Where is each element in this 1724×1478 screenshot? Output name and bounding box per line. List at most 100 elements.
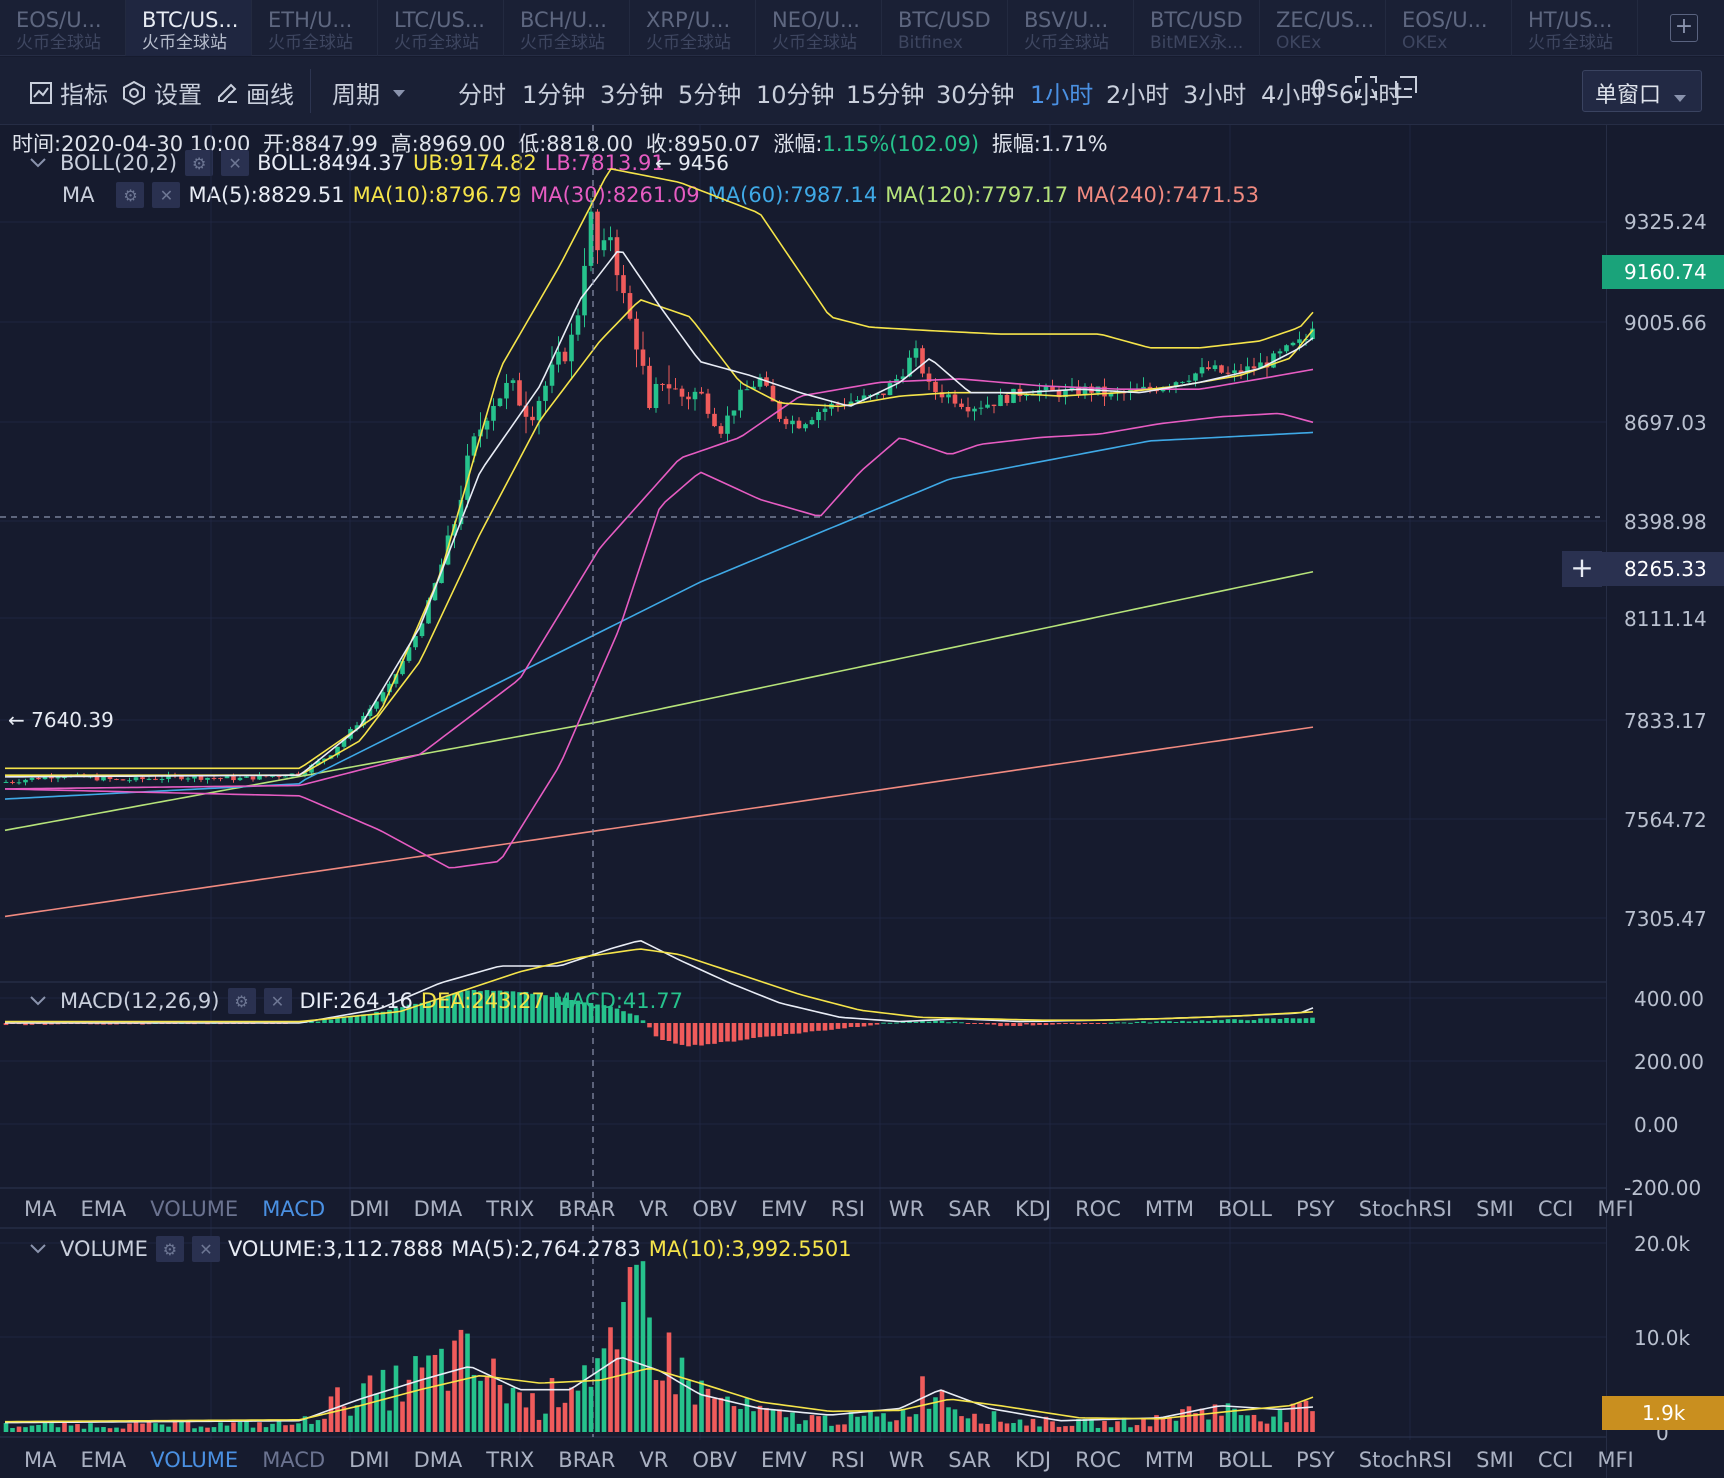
indicator-option[interactable]: BRAR (558, 1197, 616, 1221)
candle-body (985, 404, 990, 408)
indicator-option[interactable]: StochRSI (1358, 1448, 1453, 1472)
period-option[interactable]: 3分钟 (600, 81, 664, 109)
indicator-option[interactable]: SAR (948, 1448, 991, 1472)
volume-bar (68, 1425, 74, 1432)
indicator-option[interactable]: DMI (349, 1448, 390, 1472)
indicator-option[interactable]: WR (888, 1448, 925, 1472)
symbol-tab[interactable]: NEO/U... 火币全球站 (756, 0, 882, 56)
indicator-option[interactable]: StochRSI (1358, 1197, 1453, 1221)
collapse-icon[interactable] (30, 1244, 46, 1254)
indicator-option[interactable]: ROC (1075, 1448, 1121, 1472)
volume-bar (764, 1407, 769, 1432)
gear-icon[interactable]: ⚙ (116, 182, 145, 208)
symbol-tab[interactable]: BTC/USD Bitfinex (882, 0, 1008, 56)
indicator-option[interactable]: MACD (262, 1448, 326, 1472)
period-option[interactable]: 5分钟 (678, 81, 742, 109)
indicator-option[interactable]: CCI (1537, 1448, 1574, 1472)
indicator-option[interactable]: PSY (1295, 1197, 1335, 1221)
indicator-option[interactable]: ROC (1075, 1197, 1121, 1221)
indicator-option[interactable]: DMA (413, 1448, 463, 1472)
indicator-option[interactable]: SAR (948, 1197, 991, 1221)
symbol-tab[interactable]: BCH/U... 火币全球站 (504, 0, 630, 56)
period-option[interactable]: 分时 (458, 81, 506, 109)
indicator-option[interactable]: VOLUME (150, 1197, 239, 1221)
indicator-option[interactable]: CCI (1537, 1197, 1574, 1221)
screenshot-button[interactable] (1394, 75, 1426, 99)
symbol-tab[interactable]: EOS/U... 火币全球站 (0, 0, 126, 56)
indicator-option[interactable]: SMI (1476, 1448, 1514, 1472)
gear-icon[interactable]: ⚙ (185, 150, 214, 176)
gear-icon[interactable]: ⚙ (227, 988, 256, 1014)
period-option[interactable]: 10分钟 (756, 81, 835, 109)
indicator-option[interactable]: SMI (1476, 1197, 1514, 1221)
settings-button[interactable]: 设置 (122, 75, 202, 110)
indicator-option[interactable]: BOLL (1217, 1448, 1272, 1472)
close-icon[interactable]: ✕ (263, 988, 292, 1014)
period-option[interactable]: 30分钟 (936, 81, 1015, 109)
candlestick-chart[interactable]: ← 9456 ← 7640.39 (0, 125, 1606, 1478)
indicator-option[interactable]: PSY (1295, 1448, 1335, 1472)
indicator-option[interactable]: EMV (761, 1197, 807, 1221)
indicator-option[interactable]: OBV (692, 1197, 738, 1221)
macd-bar (341, 1017, 347, 1023)
indicator-option[interactable]: WR (888, 1197, 925, 1221)
period-option[interactable]: 2小时 (1106, 81, 1170, 109)
indicator-option[interactable]: MACD (262, 1197, 326, 1221)
indicator-option[interactable]: EMA (80, 1197, 127, 1221)
crosshair-add-icon[interactable]: + (1562, 551, 1602, 587)
indicator-option[interactable]: VR (639, 1197, 669, 1221)
volume-bar (1024, 1425, 1029, 1432)
indicator-button[interactable]: 指标 (30, 75, 108, 110)
add-tab-button[interactable]: + (1670, 14, 1698, 42)
symbol-tab[interactable]: BTC/USD BitMEX永... (1134, 0, 1260, 56)
candle-body (101, 777, 106, 781)
period-option[interactable]: 1分钟 (522, 81, 586, 109)
symbol-tab[interactable]: HT/US... 火币全球站 (1512, 0, 1638, 56)
period-option[interactable]: 6小时 (1339, 81, 1403, 109)
indicator-option[interactable]: RSI (830, 1448, 865, 1472)
indicator-option[interactable]: DMI (349, 1197, 390, 1221)
indicator-option[interactable]: MFI (1597, 1197, 1634, 1221)
indicator-option[interactable]: KDJ (1014, 1197, 1052, 1221)
indicator-option[interactable]: RSI (830, 1197, 865, 1221)
gear-icon[interactable]: ⚙ (155, 1236, 184, 1262)
candle-body (1050, 386, 1055, 391)
indicator-option[interactable]: BOLL (1217, 1197, 1272, 1221)
symbol-tab[interactable]: XRP/U... 火币全球站 (630, 0, 756, 56)
period-option[interactable]: 1小时 (1030, 81, 1094, 109)
indicator-option[interactable]: MA (24, 1197, 57, 1221)
indicator-option[interactable]: MTM (1144, 1197, 1194, 1221)
indicator-option[interactable]: VR (639, 1448, 669, 1472)
indicator-option[interactable]: EMV (761, 1448, 807, 1472)
indicator-option[interactable]: VOLUME (150, 1448, 239, 1472)
symbol-tab[interactable]: EOS/U... OKEx (1386, 0, 1512, 56)
indicator-option[interactable]: OBV (692, 1448, 738, 1472)
symbol-tab[interactable]: BSV/U... 火币全球站 (1008, 0, 1134, 56)
volume-bar (601, 1348, 607, 1432)
period-dropdown[interactable]: 周期 (332, 75, 414, 110)
symbol-tab[interactable]: LTC/US... 火币全球站 (378, 0, 504, 56)
indicator-option[interactable]: MA (24, 1448, 57, 1472)
indicator-option[interactable]: MTM (1144, 1448, 1194, 1472)
draw-button[interactable]: 画线 (216, 75, 294, 110)
close-icon[interactable]: ✕ (152, 182, 181, 208)
indicator-option[interactable]: EMA (80, 1448, 127, 1472)
period-option[interactable]: 3小时 (1183, 81, 1247, 109)
indicator-option[interactable]: TRIX (486, 1197, 535, 1221)
fullscreen-button[interactable] (1354, 75, 1386, 99)
period-option[interactable]: 4小时 (1261, 81, 1325, 109)
collapse-icon[interactable] (30, 158, 46, 168)
indicator-option[interactable]: MFI (1597, 1448, 1634, 1472)
indicator-option[interactable]: KDJ (1014, 1448, 1052, 1472)
symbol-tab[interactable]: BTC/US... 火币全球站 (126, 0, 252, 56)
close-icon[interactable]: ✕ (221, 150, 250, 176)
indicator-option[interactable]: TRIX (486, 1448, 535, 1472)
close-icon[interactable]: ✕ (191, 1236, 220, 1262)
symbol-tab[interactable]: ZEC/US... OKEx (1260, 0, 1386, 56)
indicator-option[interactable]: BRAR (558, 1448, 616, 1472)
period-option[interactable]: 15分钟 (846, 81, 925, 109)
symbol-tab[interactable]: ETH/U... 火币全球站 (252, 0, 378, 56)
collapse-icon[interactable] (30, 996, 46, 1006)
indicator-option[interactable]: DMA (413, 1197, 463, 1221)
window-mode-select[interactable]: 单窗口 (1582, 70, 1702, 112)
